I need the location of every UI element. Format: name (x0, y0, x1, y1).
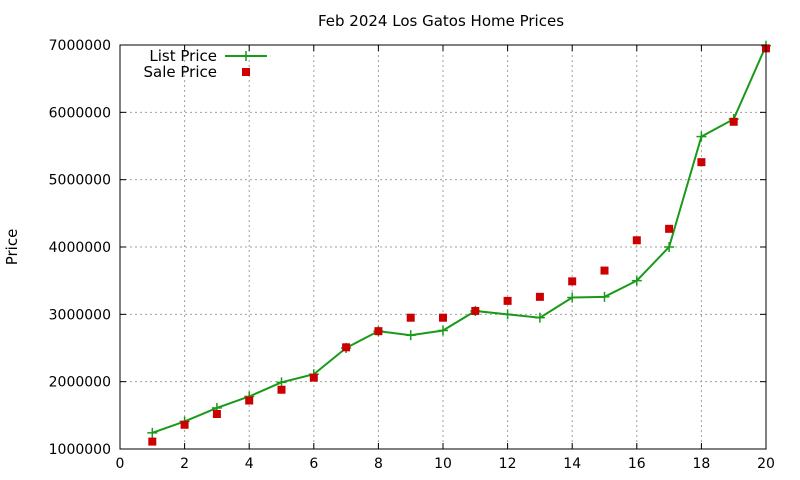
data-point (568, 277, 577, 286)
data-point (631, 275, 642, 286)
data-point (438, 325, 448, 336)
chart-title: Feb 2024 Los Gatos Home Prices (318, 12, 564, 30)
y-tick-label: 7000000 (49, 38, 111, 54)
data-point (503, 296, 512, 305)
x-tick-label: 20 (757, 456, 775, 472)
x-tick-label: 4 (245, 456, 254, 472)
data-point (374, 327, 383, 336)
data-point (600, 266, 609, 275)
data-point (729, 117, 738, 126)
legend-label: List Price (149, 47, 217, 65)
data-point (212, 409, 221, 418)
x-tick-label: 14 (563, 456, 581, 472)
data-point (599, 291, 610, 302)
data-point (502, 309, 513, 320)
data-point (567, 292, 578, 303)
series-sale-price (148, 44, 770, 446)
data-point (180, 420, 189, 429)
x-tick-label: 10 (434, 456, 452, 472)
data-point (277, 385, 286, 394)
x-tick-label: 6 (309, 456, 318, 472)
y-tick-label: 5000000 (49, 173, 111, 189)
data-point (632, 236, 641, 245)
y-tick-label: 3000000 (49, 307, 111, 323)
x-tick-label: 2 (180, 456, 189, 472)
data-point (697, 158, 706, 167)
data-point (276, 377, 287, 388)
data-point (534, 312, 545, 323)
data-point (696, 131, 707, 142)
data-point (342, 343, 351, 352)
x-tick-label: 16 (628, 456, 646, 472)
legend-marker (242, 68, 250, 76)
x-tick-label: 18 (692, 456, 710, 472)
series-line (151, 45, 767, 434)
data-point (665, 224, 674, 233)
data-point (471, 306, 480, 315)
y-tick-label: 2000000 (49, 375, 111, 391)
y-tick-label: 1000000 (49, 442, 111, 458)
y-tick-label: 6000000 (49, 105, 111, 121)
series-list-price (147, 40, 771, 438)
data-series (147, 40, 771, 446)
data-point (664, 242, 675, 252)
data-point (439, 313, 447, 322)
data-point (406, 313, 415, 322)
x-tick-label: 12 (499, 456, 517, 472)
data-point (245, 396, 254, 405)
grid-lines (120, 45, 766, 449)
data-point (535, 292, 544, 301)
data-point (309, 373, 318, 382)
data-point (405, 330, 416, 341)
x-tick-label: 0 (116, 456, 125, 472)
x-tick-label: 8 (374, 456, 383, 472)
legend-marker (241, 51, 251, 61)
axis-ticks: 0 2 4 6 8 10 12 14 16 18 20 1000000 2000000 3000000 40… (49, 38, 775, 472)
legend-label: Sale Price (144, 63, 217, 81)
data-point (148, 437, 157, 446)
y-axis-label: Price (3, 229, 21, 266)
y-tick-label: 4000000 (49, 240, 111, 256)
data-point (147, 427, 158, 438)
